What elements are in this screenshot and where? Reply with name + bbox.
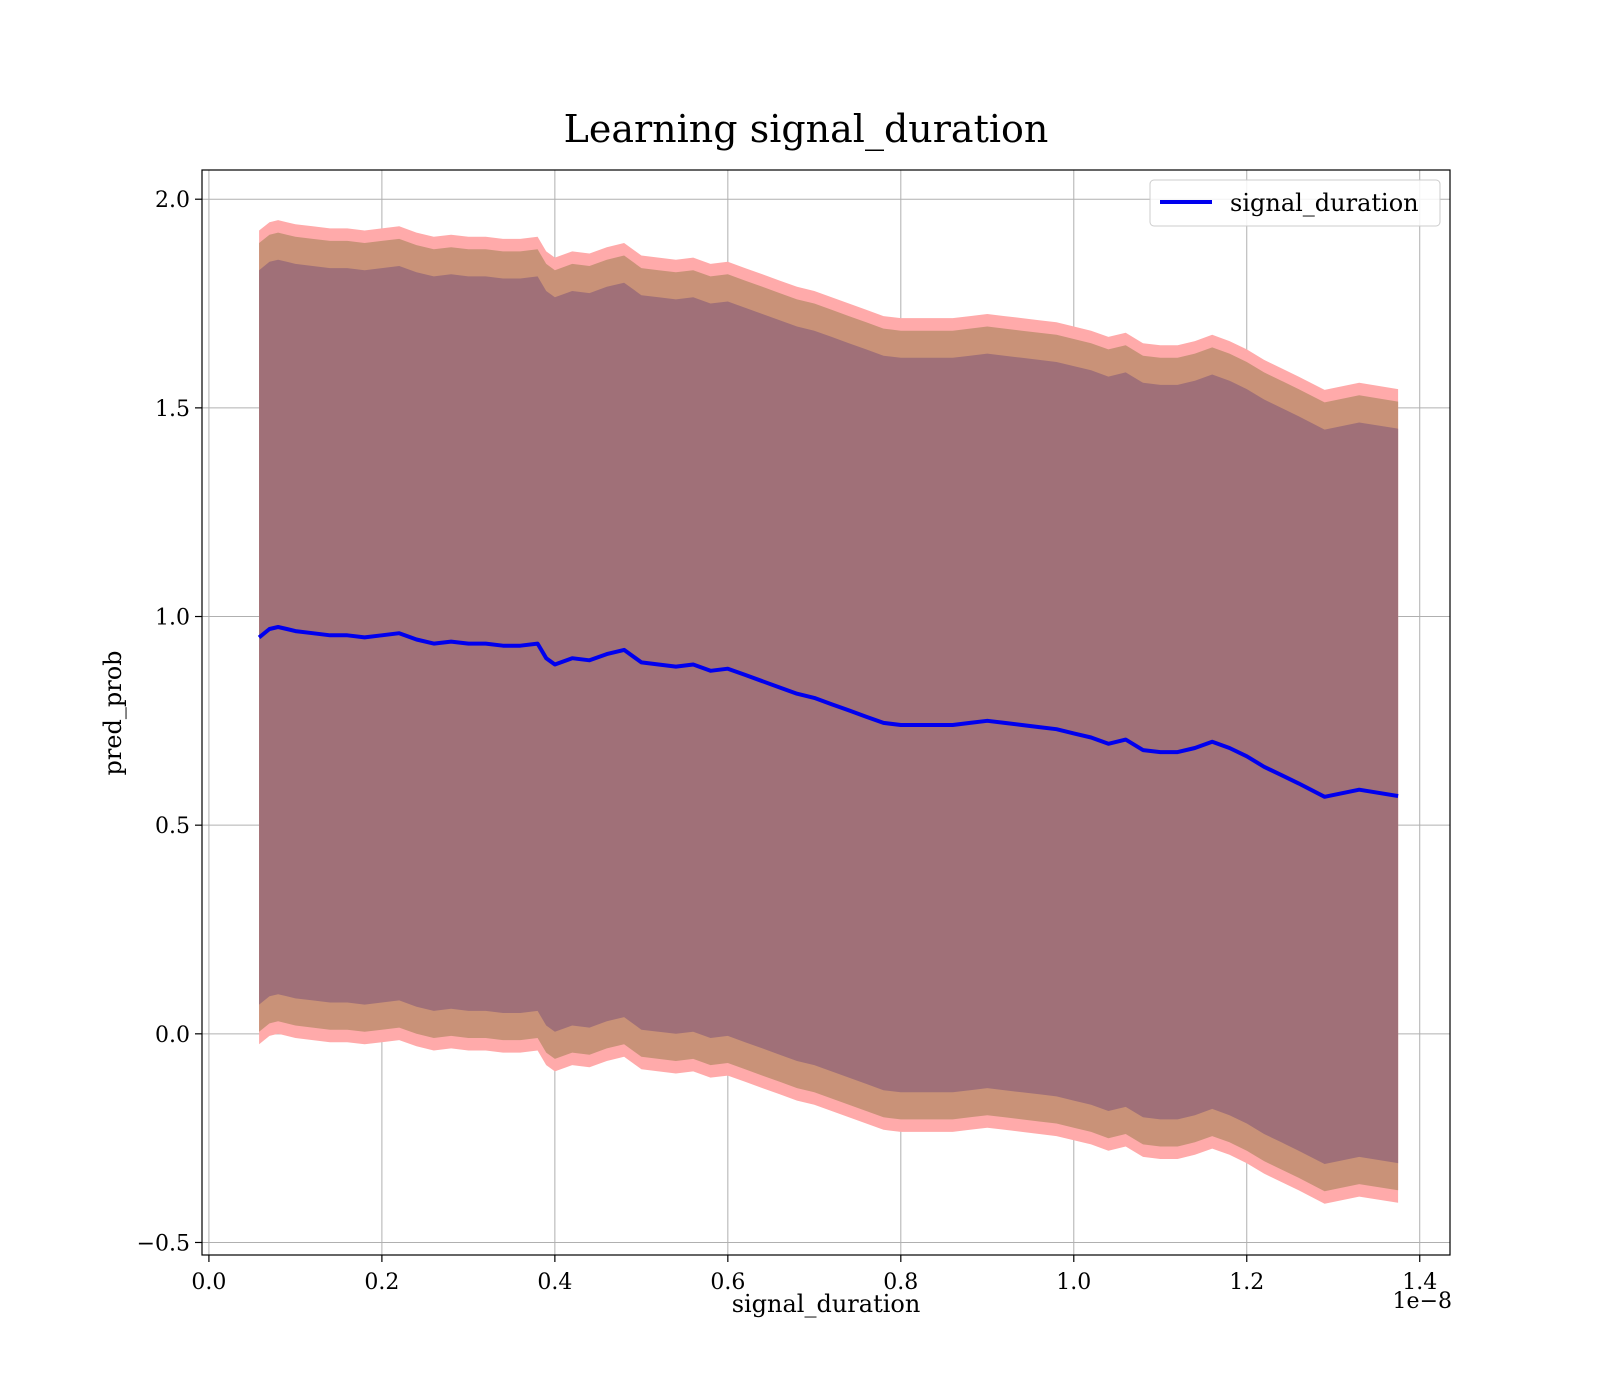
y-tick-label-0: −0.5 bbox=[137, 1231, 190, 1256]
y-tick-label-2: 0.5 bbox=[155, 814, 190, 839]
series-line-signal-duration bbox=[257, 625, 1399, 799]
x-tick-label-0: 0.0 bbox=[191, 1270, 226, 1295]
x-axis-label: signal_duration bbox=[732, 1290, 921, 1318]
legend-box bbox=[1149, 179, 1441, 227]
x-tick-label-2: 0.4 bbox=[537, 1270, 572, 1295]
x-tick-label-1: 0.2 bbox=[364, 1270, 399, 1295]
x-tick-label-4: 0.8 bbox=[883, 1270, 918, 1295]
legend: signal_duration bbox=[1149, 179, 1441, 227]
y-axis-label: pred_prob bbox=[99, 650, 127, 775]
y-tick-label-5: 2.0 bbox=[155, 188, 190, 213]
plot-area: 0.0 0.2 0.4 0.6 0.8 1.0 1.2 1.4−0.50.00.51.01.5… bbox=[137, 169, 1451, 1295]
y-tick-label-4: 1.5 bbox=[155, 397, 190, 422]
legend-label: signal_duration bbox=[1230, 189, 1419, 217]
x-tick-label-7: 1.4 bbox=[1402, 1270, 1437, 1295]
y-tick-label-3: 1.0 bbox=[155, 606, 190, 631]
plot-frame bbox=[201, 169, 1451, 1256]
x-axis-offset-label: 1e−8 bbox=[1393, 1289, 1452, 1314]
x-tick-label-3: 0.6 bbox=[710, 1270, 745, 1295]
y-tick-label-1: 0.0 bbox=[155, 1023, 190, 1048]
confidence-band-inner bbox=[259, 259, 1399, 1164]
x-tick-label-5: 1.0 bbox=[1056, 1270, 1091, 1295]
chart-title: Learning signal_duration bbox=[564, 107, 1049, 152]
x-tick-label-6: 1.2 bbox=[1229, 1270, 1264, 1295]
